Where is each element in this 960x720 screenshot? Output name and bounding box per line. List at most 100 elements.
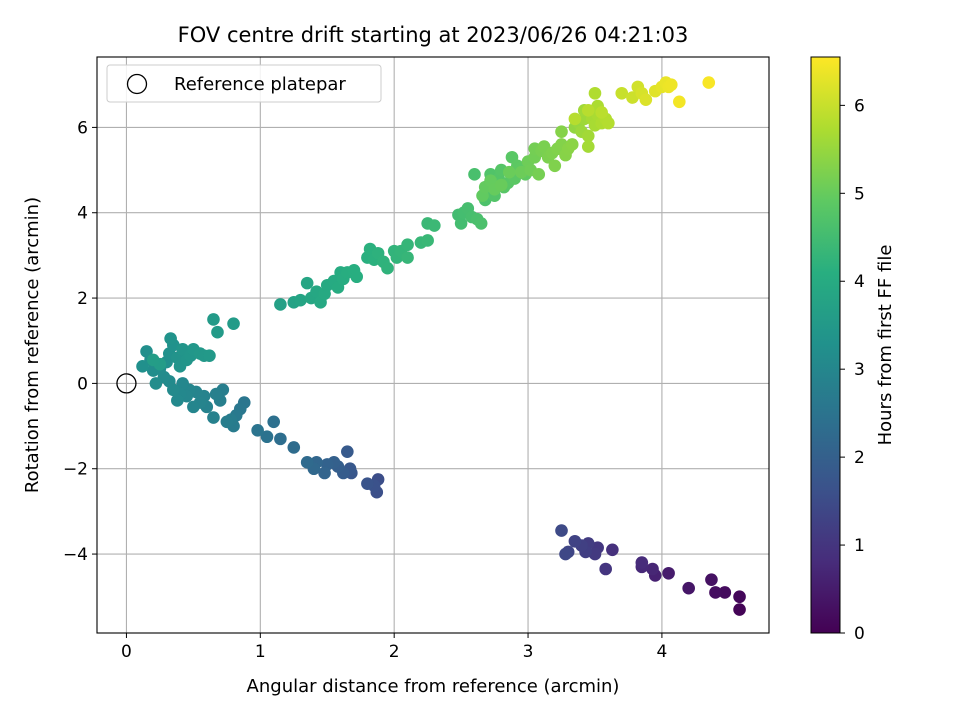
y-tick-label: 2 (77, 289, 88, 309)
data-point (682, 581, 695, 595)
legend: Reference platepar (106, 64, 382, 103)
data-point (581, 104, 595, 117)
data-point (227, 317, 240, 330)
data-point (646, 562, 659, 576)
data-point (568, 534, 582, 548)
data-point (602, 116, 615, 130)
data-point (559, 547, 572, 561)
data-point (220, 415, 234, 429)
x-tick-label: 2 (389, 642, 400, 662)
data-point (341, 445, 354, 458)
x-tick-label: 4 (656, 642, 667, 662)
data-point (207, 411, 220, 424)
data-point (705, 573, 718, 586)
data-point (300, 456, 314, 469)
data-point (494, 178, 508, 192)
y-axis-label: Rotation from reference (arcmin) (22, 197, 43, 493)
data-point (164, 332, 177, 345)
colorbar-label: Hours from first FF file (875, 245, 896, 446)
data-point (606, 543, 619, 557)
y-tick-label: 0 (77, 374, 88, 394)
colorbar-tick-label: 0 (854, 624, 865, 644)
y-tick-label: −2 (63, 460, 88, 480)
x-tick-label: 1 (255, 642, 266, 662)
data-point (207, 313, 220, 326)
colorbar: 0 1 2 3 4 5 6 Hours from first FF file (810, 56, 896, 644)
data-point (599, 562, 612, 576)
y-tick-label: −4 (63, 545, 88, 565)
data-point (733, 590, 746, 604)
data-point (515, 165, 528, 179)
x-axis-label: Angular distance from reference (arcmin) (247, 676, 620, 697)
data-point (294, 293, 307, 307)
data-point (615, 86, 629, 100)
data-point (251, 424, 264, 437)
data-point (211, 325, 224, 339)
data-point (532, 168, 546, 181)
legend-reference-marker (126, 73, 148, 95)
data-point (136, 360, 149, 373)
data-point (401, 238, 414, 252)
data-point (350, 270, 363, 284)
x-tick-label: 0 (121, 642, 132, 662)
data-point (548, 159, 562, 173)
colorbar-tick-label: 1 (854, 536, 865, 556)
data-point (149, 377, 163, 390)
colorbar-tick-label: 3 (854, 360, 865, 380)
data-point (474, 217, 488, 230)
data-point (361, 477, 374, 490)
data-point (595, 106, 608, 119)
data-point (664, 78, 678, 92)
colorbar-tick-label: 5 (854, 184, 865, 204)
y-tick-label: 4 (77, 204, 88, 224)
y-axis-ticks: −4 −2 0 2 4 6 (63, 118, 97, 565)
data-point (421, 234, 434, 247)
colorbar-ticks: 0 1 2 3 4 5 6 (840, 96, 865, 644)
data-point (555, 524, 568, 537)
data-point (260, 430, 274, 444)
scatter-points (136, 76, 746, 616)
data-point (635, 556, 649, 569)
data-point (673, 95, 686, 109)
data-point (140, 345, 153, 358)
x-tick-label: 3 (523, 642, 534, 662)
data-point (146, 353, 160, 367)
legend-entry-label: Reference platepar (174, 74, 346, 95)
data-point (581, 140, 595, 153)
x-axis-ticks: 0 1 2 3 4 (121, 633, 667, 662)
data-point (454, 217, 468, 230)
data-point (171, 394, 184, 407)
y-tick-label: 6 (77, 118, 88, 138)
data-point (718, 586, 732, 599)
grid-lines (97, 57, 769, 633)
data-point (300, 276, 314, 290)
reference-marker-layer (116, 373, 137, 394)
reference-platepar-marker (116, 373, 137, 394)
colorbar-tick-label: 4 (854, 272, 865, 292)
data-point (662, 566, 675, 580)
data-point (588, 86, 602, 100)
data-point (568, 112, 582, 126)
data-point (428, 219, 441, 232)
data-point (702, 76, 716, 89)
data-point (709, 586, 722, 599)
data-point (187, 400, 200, 414)
data-point (209, 387, 223, 401)
data-point (274, 298, 287, 311)
data-point (639, 93, 653, 106)
data-point (468, 168, 481, 181)
data-point (203, 349, 216, 362)
data-point (318, 466, 331, 480)
data-point (176, 377, 189, 390)
data-point (626, 91, 639, 104)
data-point (381, 261, 394, 275)
colorbar-tick-label: 2 (854, 448, 865, 468)
chart-title: FOV centre drift starting at 2023/06/26 … (178, 23, 689, 47)
plot-area: 0 1 2 3 4 −4 −2 0 2 4 6 (63, 56, 770, 662)
data-point (581, 129, 595, 143)
legend-box (106, 64, 382, 103)
data-point (565, 138, 579, 151)
data-point (401, 251, 414, 264)
data-point (267, 415, 281, 429)
